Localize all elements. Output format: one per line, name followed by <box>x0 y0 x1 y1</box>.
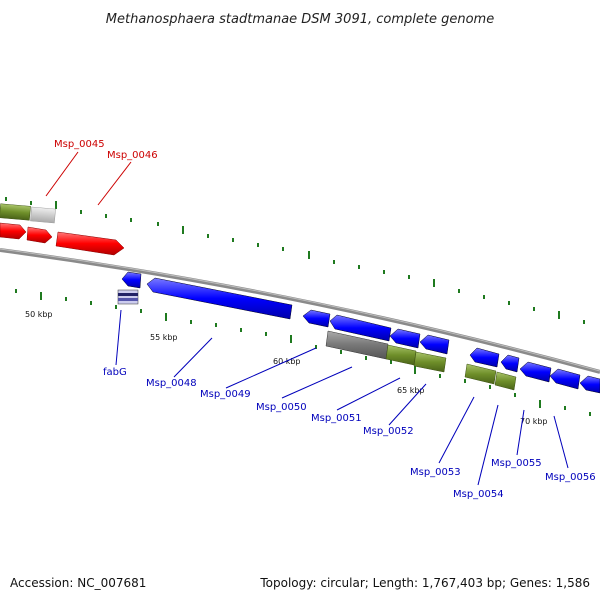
leader-lines-bottom <box>115 309 569 486</box>
feature-row-bottom <box>117 289 517 391</box>
gene-arrow-msp-0052[interactable] <box>419 334 450 355</box>
gene-label-msp-0056[interactable]: Msp_0056 <box>545 472 596 483</box>
gene-arrow-msp-0055[interactable] <box>519 361 552 383</box>
gene-label-msp-0045[interactable]: Msp_0045 <box>54 139 105 150</box>
fabg-domain-stripes[interactable] <box>117 289 139 305</box>
gene-arrow-msp-0045[interactable] <box>26 226 53 244</box>
genome-backbone-highlight <box>0 248 600 372</box>
gene-label-msp-0046[interactable]: Msp_0046 <box>107 150 158 161</box>
gene-label-msp-0051[interactable]: Msp_0051 <box>311 413 362 424</box>
gene-arrow-msp-0046[interactable] <box>55 231 125 256</box>
gene-label-msp-0049[interactable]: Msp_0049 <box>200 389 251 400</box>
genome-summary-text: Topology: circular; Length: 1,767,403 bp… <box>259 576 590 590</box>
gene-label-msp-0050[interactable]: Msp_0050 <box>256 402 307 413</box>
gene-arrow-msp-0048[interactable] <box>146 277 293 320</box>
kbp-label-55: 55 kbp <box>150 333 178 342</box>
gene-label-msp-0052[interactable]: Msp_0052 <box>363 426 414 437</box>
green-feature-3[interactable] <box>464 363 497 385</box>
map-title: Methanosphaera stadtmanae DSM 3091, comp… <box>106 12 494 27</box>
accession-text: Accession: NC_007681 <box>10 576 146 590</box>
minus-strand-genes <box>121 271 600 394</box>
kbp-label-70: 70 kbp <box>520 417 548 426</box>
green-feature-2[interactable] <box>413 351 447 373</box>
gene-arrow-msp-0044[interactable] <box>0 222 27 240</box>
gene-arrow-msp-0053[interactable] <box>469 347 500 368</box>
gene-arrow-msp-0049[interactable] <box>302 309 331 328</box>
tick-row-outer <box>5 197 585 324</box>
tick-row-inner <box>15 289 591 416</box>
gene-arrow-msp-0054[interactable] <box>500 354 520 373</box>
gene-arrow-msp-0051[interactable] <box>389 328 421 349</box>
green-feature-4[interactable] <box>494 371 517 391</box>
gene-label-msp-0048[interactable]: Msp_0048 <box>146 378 197 389</box>
plus-strand-genes <box>0 222 125 256</box>
kbp-label-65: 65 kbp <box>397 386 425 395</box>
gene-label-msp-0054[interactable]: Msp_0054 <box>453 489 504 500</box>
gene-arrow-msp-0057[interactable] <box>579 375 600 394</box>
gene-label-fabg[interactable]: fabG <box>103 367 127 378</box>
genome-backbone <box>0 248 600 374</box>
gene-arrow-fabg[interactable] <box>121 271 142 289</box>
feature-row-top <box>0 203 56 224</box>
gene-arrow-msp-0056[interactable] <box>549 368 581 390</box>
rna-feature[interactable] <box>0 203 31 221</box>
gene-arrow-msp-0050[interactable] <box>329 314 392 342</box>
gene-label-msp-0053[interactable]: Msp_0053 <box>410 467 461 478</box>
kbp-label-50: 50 kbp <box>25 310 53 319</box>
pseudo-feature[interactable] <box>30 206 56 224</box>
gene-label-msp-0055[interactable]: Msp_0055 <box>491 458 542 469</box>
leader-lines-top <box>45 151 132 206</box>
